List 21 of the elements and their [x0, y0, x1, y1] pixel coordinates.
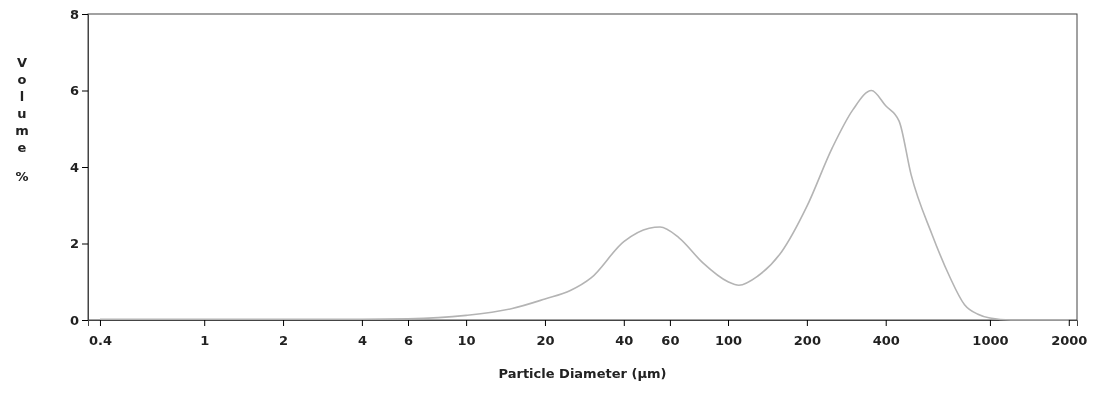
y-axis-title: Volume %	[15, 55, 29, 185]
x-tick-label: 1000	[972, 332, 1009, 348]
x-tick-label: 2000	[1051, 332, 1088, 348]
y-tick-label: 8	[69, 6, 79, 22]
y-tick-label: 2	[69, 236, 79, 252]
x-tick-label: 200	[793, 332, 821, 348]
x-tick-label: 1	[200, 332, 210, 348]
x-tick-label: 4	[357, 332, 367, 348]
x-tick-label: 60	[661, 332, 680, 348]
x-tick-label: 40	[615, 332, 634, 348]
x-tick-label: 20	[536, 332, 555, 348]
x-tick-label: 10	[457, 332, 476, 348]
y-tick-label: 6	[69, 83, 79, 99]
y-tick-label: 0	[69, 312, 79, 328]
y-tick-label: 4	[69, 159, 79, 175]
x-tick-label: 0.4	[88, 332, 112, 348]
x-tick-label: 400	[872, 332, 900, 348]
x-axis-title: Particle Diameter (µm)	[498, 366, 667, 381]
x-tick-label: 2	[279, 332, 289, 348]
x-tick-label: 100	[714, 332, 743, 348]
x-tick-label: 6	[403, 332, 414, 348]
